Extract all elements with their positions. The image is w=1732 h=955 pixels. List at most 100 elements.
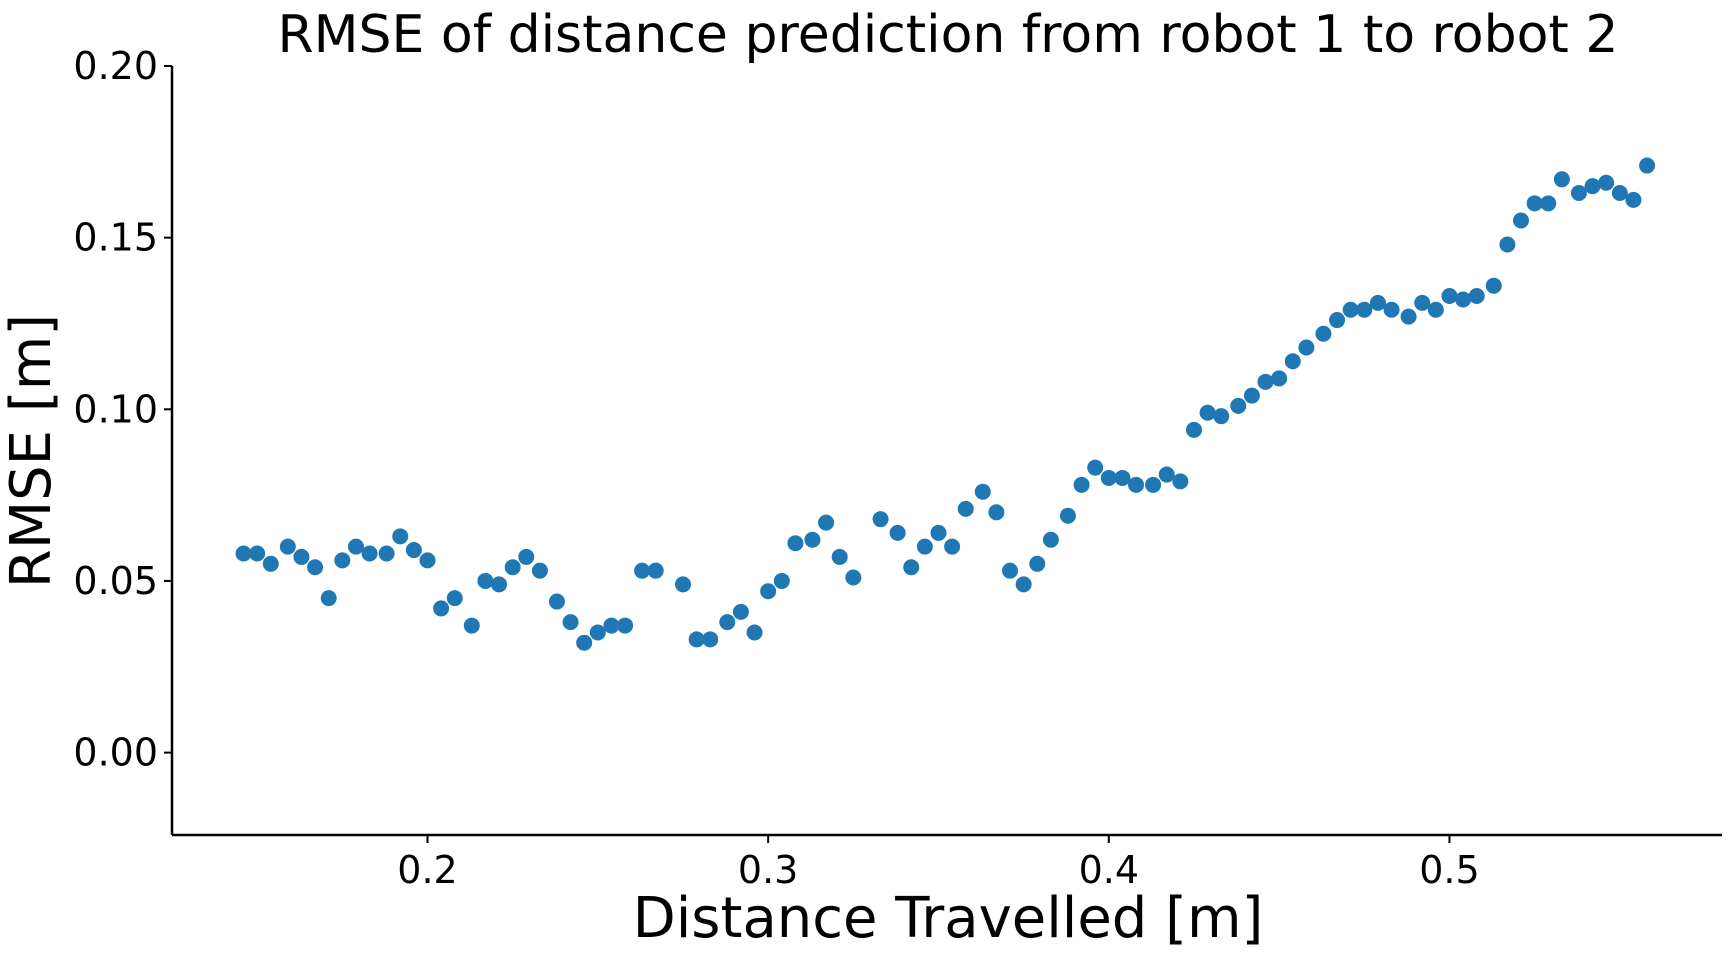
data-point [1015,576,1032,593]
y-tick-label: 0.10 [73,387,158,431]
data-point [1342,301,1359,318]
data-point [361,545,378,562]
data-point [531,562,548,579]
data-point [647,562,664,579]
data-point [1400,308,1417,325]
x-tick-label: 0.2 [397,848,457,892]
x-axis-label: Distance Travelled [m] [633,886,1264,951]
y-tick-label: 0.15 [73,216,158,260]
y-tick-label: 0.05 [73,559,158,603]
data-point [504,559,521,576]
data-point [1611,185,1628,202]
data-point [944,538,961,555]
y-tick-label: 0.20 [73,44,158,88]
data-point [419,552,436,569]
data-point [392,528,409,545]
data-point [1315,325,1332,342]
data-point [1073,476,1090,493]
data-point [634,562,651,579]
data-point [746,624,763,641]
data-point [1199,404,1216,421]
x-axis: 0.2 0.3 0.4 0.5 [397,835,1480,892]
data-point [1639,157,1656,174]
data-point [433,600,450,617]
data-point [804,531,821,548]
data-point [1513,212,1530,229]
data-point [1243,387,1260,404]
data-point [872,511,889,528]
data-point [1087,459,1104,476]
data-point [702,631,719,648]
data-point [1213,408,1230,425]
data-point [1100,469,1117,486]
data-point [249,545,266,562]
data-point [1257,373,1274,390]
data-point [1329,312,1346,329]
data-point [845,569,862,586]
data-point [293,548,310,565]
data-point [1042,531,1059,548]
data-point [1441,288,1458,305]
data-point [1185,421,1202,438]
x-tick-label: 0.5 [1419,848,1479,892]
data-point [589,624,606,641]
data-point [930,524,947,541]
data-point [235,545,252,562]
data-point [603,617,620,634]
data-point [1526,195,1543,212]
data-point [320,590,337,607]
data-point [1128,476,1145,493]
data-point [477,572,494,589]
data-point [988,504,1005,521]
data-point [889,524,906,541]
data-point [1298,339,1315,356]
data-point [1114,469,1131,486]
data-point [491,576,508,593]
data-point [334,552,351,569]
data-point [347,538,364,555]
data-point [1271,370,1288,387]
data-point [1356,301,1373,318]
data-point [1553,171,1570,188]
data-point [1383,301,1400,318]
data-point [1540,195,1557,212]
data-point [463,617,480,634]
chart-title: RMSE of distance prediction from robot 1… [278,5,1619,65]
data-point [1369,294,1386,311]
data-point [279,538,296,555]
data-point [1158,466,1175,483]
data-point [446,590,463,607]
data-point [405,542,422,559]
x-tick-label: 0.4 [1079,848,1139,892]
data-point [1414,294,1431,311]
data-point [1172,473,1189,490]
data-point [719,614,736,631]
data-point [562,614,579,631]
data-point [1468,288,1485,305]
data-point [1029,555,1046,572]
data-point [903,559,920,576]
data-point [1002,562,1019,579]
data-point [1455,291,1472,308]
data-point [974,483,991,500]
data-point [1570,185,1587,202]
data-point [518,548,535,565]
data-points [235,157,1656,651]
data-point [617,617,634,634]
data-point [1230,397,1247,414]
data-point [378,545,395,562]
data-point [831,548,848,565]
data-point [1625,191,1642,208]
data-point [957,500,974,517]
data-point [787,535,804,552]
x-tick-label: 0.3 [738,848,798,892]
data-point [307,559,324,576]
data-point [732,603,749,620]
data-point [1584,178,1601,195]
data-point [576,634,593,651]
y-axis-label: RMSE [m] [0,314,64,588]
y-axis: 0.00 0.05 0.10 0.15 0.20 [73,44,172,775]
data-point [1145,476,1162,493]
data-point [262,555,279,572]
